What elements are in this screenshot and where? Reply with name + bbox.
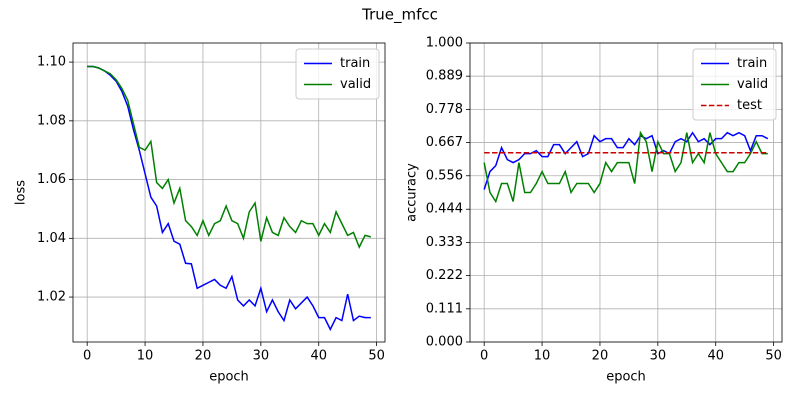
y-tick-label: 1.08 xyxy=(37,113,66,128)
legend-box xyxy=(692,48,777,121)
plot-area xyxy=(87,65,372,332)
y-tick-label: 1.04 xyxy=(37,231,66,246)
y-tick-label: 0.333 xyxy=(426,235,463,250)
y-tick-label: 1.06 xyxy=(37,172,66,187)
x-tick-label: 0 xyxy=(480,349,488,364)
y-tick-label: 0.444 xyxy=(426,202,463,217)
x-tick-label: 10 xyxy=(534,349,551,364)
y-tick-label: 1.02 xyxy=(37,290,66,305)
legend-box xyxy=(295,48,380,100)
x-tick-label: 30 xyxy=(253,349,270,364)
legend-label: valid xyxy=(340,77,371,92)
series-line xyxy=(483,131,769,190)
x-axis-label: epoch xyxy=(209,370,249,385)
y-axis-label: accuracy xyxy=(405,163,420,222)
plot-area xyxy=(483,130,769,204)
y-axis-label: loss xyxy=(14,180,29,205)
axes-frame xyxy=(469,42,783,343)
x-tick-label: 30 xyxy=(650,349,667,364)
x-axis-label: epoch xyxy=(606,370,646,385)
series-line xyxy=(87,65,372,249)
y-tick-label: 0.111 xyxy=(426,301,463,316)
x-tick-label: 20 xyxy=(592,349,609,364)
series-line xyxy=(483,130,768,204)
legend-label: test xyxy=(737,98,762,113)
x-tick-label: 0 xyxy=(83,349,91,364)
y-tick-label: 0.778 xyxy=(426,102,463,117)
series-line xyxy=(87,65,371,332)
figure-title: True_mfcc xyxy=(361,6,438,25)
legend-label: train xyxy=(340,56,370,71)
legend: train valid test xyxy=(692,48,777,121)
y-tick-label: 0.222 xyxy=(426,268,463,283)
y-tick-label: 0.889 xyxy=(426,69,463,84)
legend-label: train xyxy=(737,56,767,71)
legend-label: valid xyxy=(737,77,768,92)
x-tick-label: 50 xyxy=(765,349,782,364)
y-tick-label: 1.10 xyxy=(37,55,66,70)
y-tick-label: 0.000 xyxy=(426,335,463,350)
axes-frame xyxy=(72,42,386,343)
x-tick-label: 10 xyxy=(137,349,154,364)
x-tick-label: 50 xyxy=(368,349,385,364)
x-tick-label: 40 xyxy=(310,349,327,364)
y-tick-label: 1.000 xyxy=(426,36,463,51)
y-tick-label: 0.667 xyxy=(426,135,463,150)
y-tick-label: 0.556 xyxy=(426,168,463,183)
x-tick-label: 40 xyxy=(707,349,724,364)
x-tick-label: 20 xyxy=(195,349,212,364)
legend: train valid xyxy=(295,48,380,100)
